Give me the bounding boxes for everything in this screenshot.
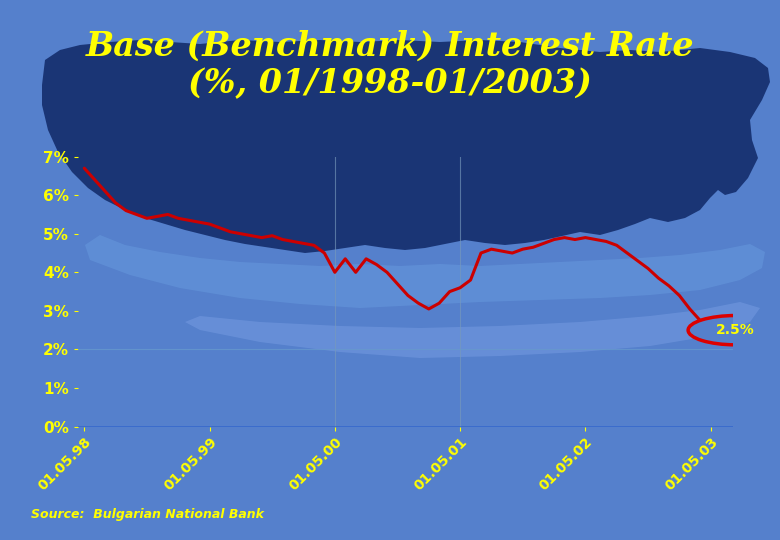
Circle shape xyxy=(688,315,780,345)
Text: Source:  Bulgarian National Bank: Source: Bulgarian National Bank xyxy=(31,508,264,521)
Text: 2.5%: 2.5% xyxy=(716,323,755,337)
Polygon shape xyxy=(85,235,765,308)
Text: Base (Benchmark) Interest Rate: Base (Benchmark) Interest Rate xyxy=(86,29,694,63)
Polygon shape xyxy=(185,302,760,358)
Polygon shape xyxy=(42,40,770,253)
Text: (%, 01/1998-01/2003): (%, 01/1998-01/2003) xyxy=(188,67,592,100)
